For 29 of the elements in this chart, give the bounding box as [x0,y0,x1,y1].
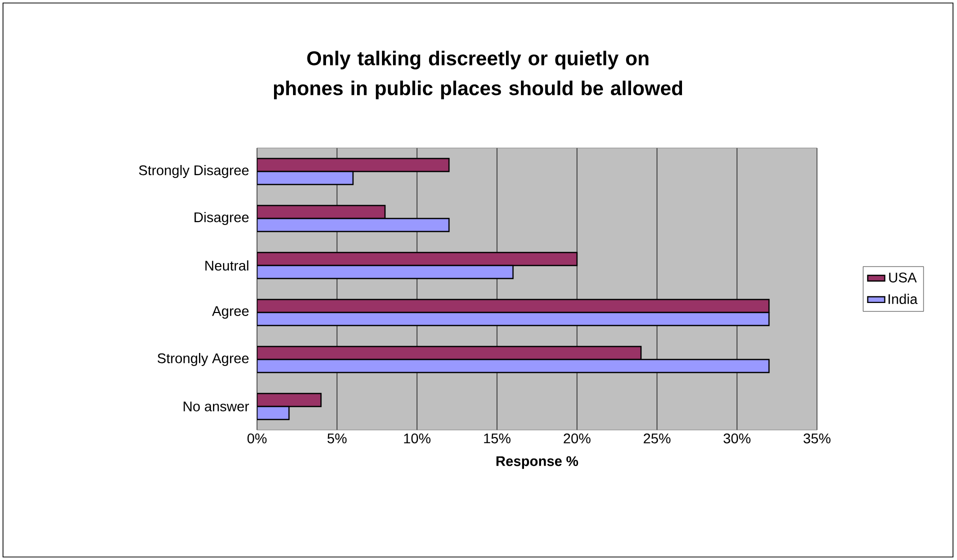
x-tick-label: 35% [804,434,830,444]
legend-label: India [888,294,918,304]
bar [257,346,642,360]
x-tick-label: 30% [724,434,750,444]
bar [257,204,386,220]
legend-label: USA [889,272,917,282]
x-tick-label: 20% [564,434,590,444]
y-tick-label: Neutral [205,260,248,271]
y-tick-label: Disagree [194,212,249,225]
x-tick-label: 25% [644,434,670,444]
x-tick-label: 0% [247,434,267,444]
bar [257,252,578,266]
x-axis-title: Response % [496,456,578,469]
y-tick-label: Agree [212,306,249,319]
bar [257,358,770,374]
chart-title: Only talking discreetly or quietly on phones in public places should be allowed [274,50,682,100]
bar [257,158,450,172]
bar [257,392,322,408]
bar [257,298,770,314]
y-tick-label: Strongly Agree [158,352,249,366]
bar [257,264,514,280]
bar [257,170,354,186]
y-tick-label: No answer [184,402,249,412]
y-tick-label: Strongly Disagree [139,164,249,178]
x-tick-label: 10% [404,434,430,444]
bar [257,312,770,326]
bar [257,218,450,232]
x-tick-label: 5% [327,434,347,444]
x-tick-label: 15% [484,434,510,444]
